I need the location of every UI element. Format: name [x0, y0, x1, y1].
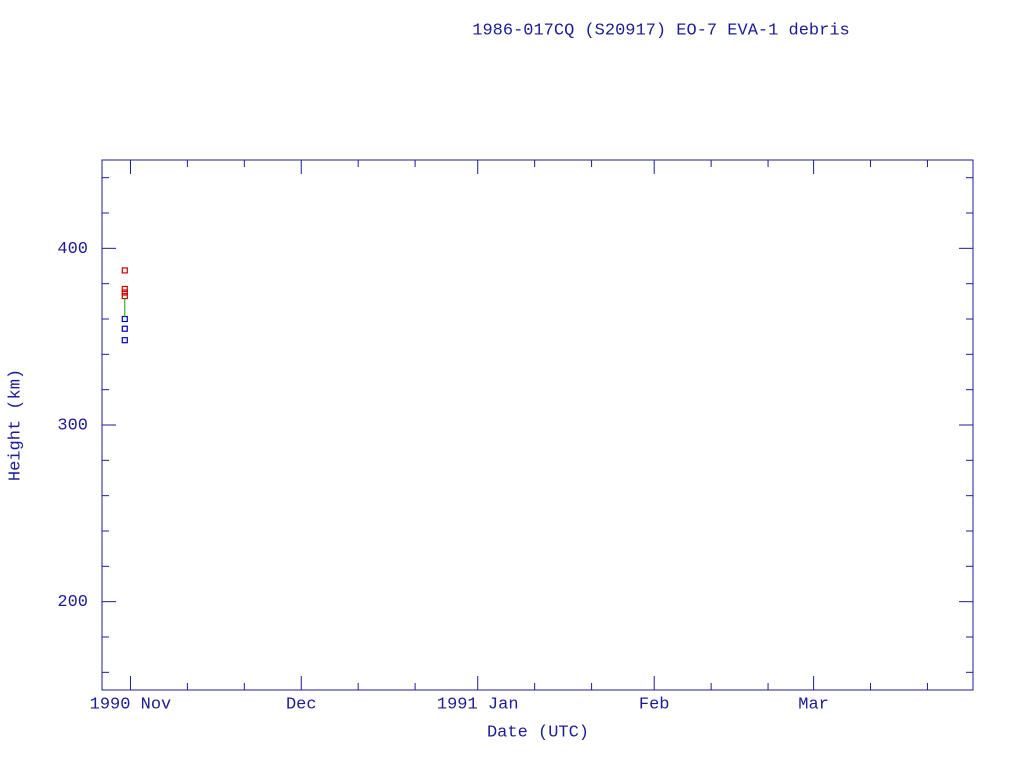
data-point — [121, 337, 128, 344]
chart-title: 1986-017CQ (S20917) EO-7 EVA-1 debris — [472, 21, 849, 40]
x-tick-label: 1990 Nov — [90, 695, 172, 714]
data-point — [121, 289, 128, 296]
data-point — [121, 267, 128, 274]
y-tick-label: 400 — [57, 240, 88, 259]
x-tick-label: Dec — [286, 695, 317, 714]
x-tick-label: Feb — [639, 695, 670, 714]
y-axis-label: Height (km) — [6, 369, 25, 481]
x-tick-label: Mar — [798, 695, 829, 714]
y-tick-label: 300 — [57, 416, 88, 435]
x-tick-label: 1991 Jan — [437, 695, 519, 714]
x-axis-label: Date (UTC) — [487, 723, 589, 742]
data-point — [121, 285, 128, 293]
plot-frame — [101, 159, 974, 691]
data-point — [121, 315, 128, 323]
y-tick-label: 200 — [57, 593, 88, 612]
data-point — [121, 325, 128, 332]
data-point — [121, 292, 128, 300]
